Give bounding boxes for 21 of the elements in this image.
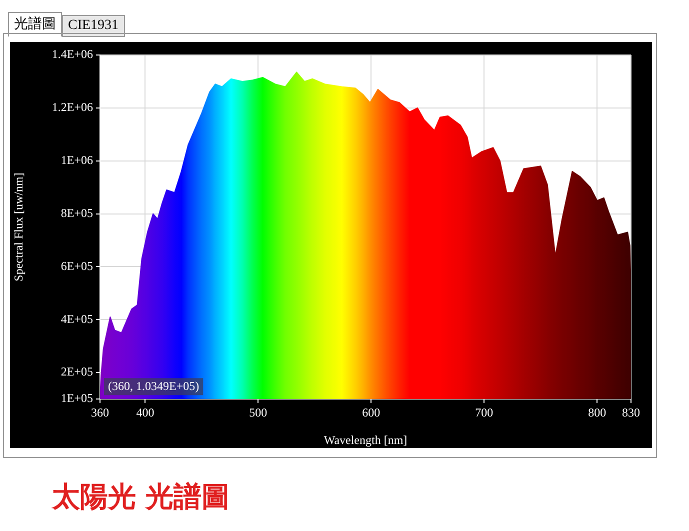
x-tick-label: 400	[136, 405, 154, 420]
annotation: (360, 1.0349E+05)	[108, 379, 200, 394]
y-tick-label: 6E+05	[60, 258, 93, 273]
y-tick-label: 1E+06	[60, 153, 93, 167]
x-tick-label: 800	[588, 405, 606, 420]
text: 太陽光 光譜圖	[52, 479, 230, 515]
text: CIE1931	[62, 15, 125, 37]
x-tick-label: 700	[475, 405, 494, 420]
y-tick-label: 1E+05	[60, 391, 93, 406]
text: 光譜圖	[8, 12, 62, 37]
x-axis-title: Wavelength [nm]	[324, 432, 408, 447]
y-tick-label: 2E+05	[60, 364, 93, 379]
x-tick-label: 360	[91, 405, 109, 420]
y-tick-label: 8E+05	[60, 206, 93, 220]
x-tick-label: 830	[622, 405, 640, 420]
x-tick-label: 500	[249, 405, 268, 420]
x-tick-label: 600	[362, 405, 380, 420]
y-tick-label: 4E+05	[60, 312, 93, 326]
y-axis-title: Spectral Flux [uw/nm]	[11, 172, 26, 282]
y-tick-label: 1.2E+06	[52, 100, 93, 114]
y-tick-label: 1.4E+06	[52, 47, 93, 62]
